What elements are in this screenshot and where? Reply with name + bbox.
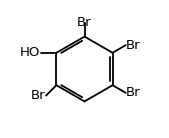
Text: Br: Br — [126, 39, 141, 52]
Text: HO: HO — [20, 46, 40, 59]
Text: Br: Br — [31, 89, 46, 102]
Text: Br: Br — [77, 16, 92, 29]
Text: Br: Br — [126, 86, 141, 99]
